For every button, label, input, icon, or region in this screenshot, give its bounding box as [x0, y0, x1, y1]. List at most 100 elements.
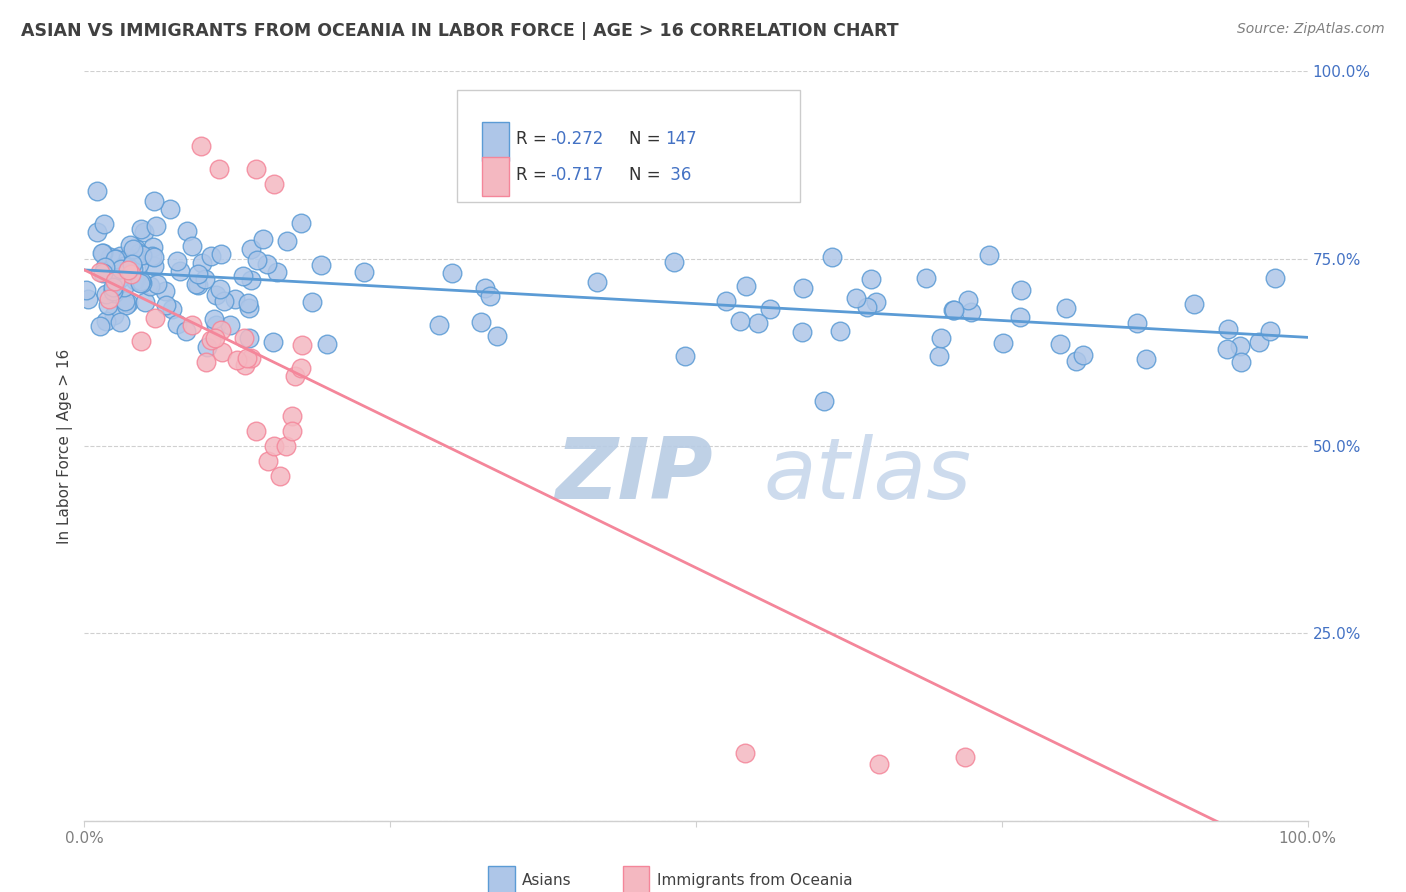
- Point: [77, 292, 100, 306]
- Point: [145, 277, 167, 291]
- Point: [110, 262, 132, 277]
- Point: [747, 316, 769, 330]
- Point: [1230, 354, 1253, 368]
- Point: [200, 333, 222, 347]
- Point: [128, 257, 150, 271]
- Point: [238, 331, 260, 345]
- Text: R =: R =: [516, 166, 553, 184]
- Point: [121, 242, 143, 256]
- Point: [204, 331, 226, 345]
- Point: [118, 238, 141, 252]
- Point: [301, 294, 323, 309]
- Point: [586, 275, 609, 289]
- Point: [928, 350, 950, 364]
- Point: [238, 301, 260, 315]
- Point: [758, 302, 780, 317]
- Point: [93, 217, 115, 231]
- Point: [124, 272, 146, 286]
- Point: [225, 353, 247, 368]
- Point: [138, 279, 160, 293]
- Point: [1010, 283, 1032, 297]
- Point: [160, 302, 183, 317]
- Text: atlas: atlas: [763, 434, 972, 517]
- Point: [290, 361, 312, 376]
- Point: [959, 305, 981, 319]
- Point: [104, 274, 127, 288]
- Point: [205, 288, 228, 302]
- Point: [479, 288, 502, 302]
- Point: [208, 161, 231, 176]
- Point: [191, 256, 214, 270]
- Point: [180, 239, 202, 253]
- Point: [187, 267, 209, 281]
- Text: -0.272: -0.272: [550, 130, 603, 148]
- Y-axis label: In Labor Force | Age > 16: In Labor Force | Age > 16: [58, 349, 73, 543]
- Point: [813, 394, 835, 409]
- Point: [953, 750, 976, 764]
- Point: [75, 283, 97, 297]
- Point: [915, 271, 938, 285]
- Text: N =: N =: [628, 166, 665, 184]
- Point: [1216, 322, 1239, 336]
- Point: [291, 337, 314, 351]
- Point: [125, 242, 148, 256]
- Point: [108, 250, 131, 264]
- Point: [134, 225, 156, 239]
- Point: [942, 302, 965, 317]
- Point: [86, 225, 108, 239]
- Point: [290, 216, 312, 230]
- Text: ASIAN VS IMMIGRANTS FROM OCEANIA IN LABOR FORCE | AGE > 16 CORRELATION CHART: ASIAN VS IMMIGRANTS FROM OCEANIA IN LABO…: [21, 22, 898, 40]
- Point: [263, 439, 285, 453]
- Point: [166, 254, 188, 268]
- Point: [105, 252, 128, 266]
- Point: [728, 314, 751, 328]
- Point: [828, 324, 851, 338]
- Point: [240, 273, 263, 287]
- Text: 36: 36: [665, 166, 692, 184]
- Point: [235, 358, 257, 372]
- Text: N =: N =: [628, 130, 665, 148]
- Point: [311, 258, 333, 272]
- Text: Source: ZipAtlas.com: Source: ZipAtlas.com: [1237, 22, 1385, 37]
- Point: [856, 300, 879, 314]
- Point: [353, 265, 375, 279]
- Bar: [488, 865, 515, 892]
- Point: [1010, 310, 1032, 325]
- Point: [174, 324, 197, 338]
- Text: R =: R =: [516, 130, 553, 148]
- Point: [1126, 316, 1149, 330]
- Point: [166, 317, 188, 331]
- Point: [1071, 348, 1094, 362]
- Point: [246, 252, 269, 267]
- Point: [232, 269, 254, 284]
- Point: [486, 329, 509, 343]
- Point: [195, 340, 218, 354]
- Point: [121, 254, 143, 268]
- Point: [239, 242, 262, 256]
- Point: [236, 296, 259, 310]
- Point: [734, 279, 756, 293]
- Point: [233, 331, 256, 345]
- Point: [673, 349, 696, 363]
- Point: [186, 277, 208, 291]
- Point: [281, 409, 304, 423]
- Point: [281, 424, 304, 438]
- Point: [143, 310, 166, 325]
- Point: [131, 248, 153, 262]
- Point: [155, 284, 177, 298]
- Point: [252, 232, 274, 246]
- Point: [1247, 335, 1270, 350]
- Point: [90, 246, 112, 260]
- Point: [176, 224, 198, 238]
- Point: [1264, 271, 1286, 285]
- Point: [112, 260, 135, 274]
- Point: [942, 303, 965, 318]
- Point: [131, 276, 153, 290]
- Point: [266, 265, 288, 279]
- Point: [845, 292, 868, 306]
- Point: [143, 250, 166, 264]
- Point: [194, 272, 217, 286]
- Point: [103, 286, 125, 301]
- Point: [103, 280, 125, 294]
- Point: [104, 252, 127, 266]
